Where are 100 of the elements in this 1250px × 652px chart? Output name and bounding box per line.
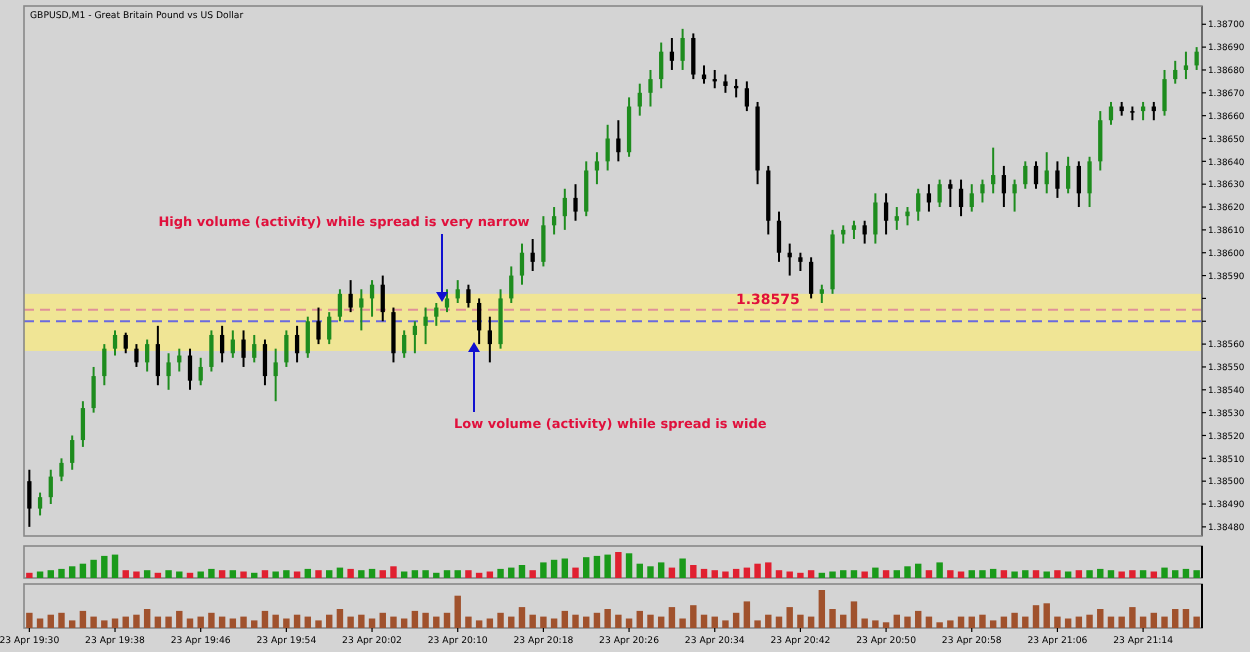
bar	[1043, 603, 1050, 628]
candlestick	[209, 329, 214, 373]
candlestick	[102, 343, 107, 387]
candlestick	[894, 206, 899, 231]
bar	[518, 607, 526, 628]
candlestick	[680, 27, 685, 71]
candlestick	[294, 324, 300, 364]
bar	[133, 571, 140, 578]
bar	[1118, 571, 1125, 578]
bar	[936, 622, 943, 628]
bar	[818, 590, 826, 628]
bar	[1182, 568, 1190, 578]
bar	[593, 555, 601, 578]
bar	[572, 614, 579, 628]
candlestick	[455, 279, 460, 304]
bar	[411, 570, 419, 578]
candlestick	[348, 279, 353, 314]
bar	[58, 612, 65, 628]
bar	[465, 570, 472, 578]
bar	[518, 565, 526, 578]
bar	[79, 563, 87, 578]
candlestick	[434, 301, 439, 327]
candlestick	[1001, 164, 1007, 209]
bar	[989, 568, 997, 578]
bar	[711, 570, 718, 578]
candlestick	[594, 151, 600, 186]
bar	[893, 570, 900, 578]
bar	[1107, 570, 1115, 578]
bar	[1011, 612, 1018, 628]
bar	[775, 616, 783, 628]
bar	[475, 620, 483, 628]
bar	[904, 566, 911, 578]
candlestick	[145, 338, 150, 373]
bar	[732, 568, 740, 578]
candlestick	[1183, 50, 1189, 81]
bar	[90, 616, 97, 628]
bar	[1032, 605, 1040, 628]
bar	[197, 616, 204, 628]
candlestick	[669, 36, 675, 71]
candlestick	[423, 306, 428, 346]
bar	[111, 554, 119, 578]
bar	[936, 562, 943, 578]
bar	[475, 572, 483, 578]
bar	[1129, 570, 1136, 578]
candlestick	[187, 347, 193, 391]
candlestick	[37, 491, 43, 517]
bar	[101, 620, 108, 628]
candlestick	[476, 297, 482, 346]
bar	[818, 572, 826, 578]
bar	[829, 609, 836, 628]
candlestick	[798, 251, 803, 272]
bar	[732, 612, 740, 628]
candlestick	[1044, 151, 1049, 195]
bar	[1118, 616, 1125, 628]
bar	[872, 620, 879, 628]
bar	[540, 562, 547, 578]
bar	[229, 570, 237, 578]
bar	[1172, 609, 1179, 628]
bar	[347, 568, 354, 578]
bar	[690, 565, 697, 578]
bar	[947, 620, 954, 628]
bar	[422, 612, 429, 628]
bar	[1107, 616, 1115, 628]
bar	[786, 607, 793, 628]
candlestick	[412, 320, 418, 355]
bar	[326, 614, 333, 628]
candlestick	[1076, 160, 1081, 209]
bar	[272, 614, 279, 628]
bar	[443, 570, 451, 578]
bar	[454, 570, 461, 578]
candlestick	[948, 178, 953, 209]
candlestick	[851, 219, 857, 241]
bar	[358, 614, 365, 628]
bar	[261, 610, 269, 628]
bar	[1022, 616, 1029, 628]
candlestick	[284, 329, 289, 368]
bar	[315, 570, 322, 578]
bar	[261, 570, 269, 578]
bar	[176, 610, 183, 628]
candlestick	[487, 315, 492, 364]
bar	[143, 609, 151, 628]
candlestick	[723, 73, 728, 94]
bar	[133, 614, 140, 628]
candlestick	[519, 242, 525, 286]
candlestick	[155, 324, 161, 387]
bar	[101, 555, 108, 578]
bar	[807, 570, 815, 578]
candlestick	[241, 329, 246, 368]
candlestick	[744, 80, 750, 113]
candlestick	[883, 192, 889, 236]
bar	[1032, 570, 1040, 578]
bar	[583, 616, 590, 628]
candlestick	[862, 219, 867, 245]
bar	[240, 616, 247, 628]
bar	[679, 558, 686, 578]
candlestick	[48, 468, 53, 506]
candlestick	[937, 178, 942, 209]
candlestick	[337, 288, 343, 323]
candlestick	[926, 183, 932, 213]
candlestick	[562, 187, 567, 231]
